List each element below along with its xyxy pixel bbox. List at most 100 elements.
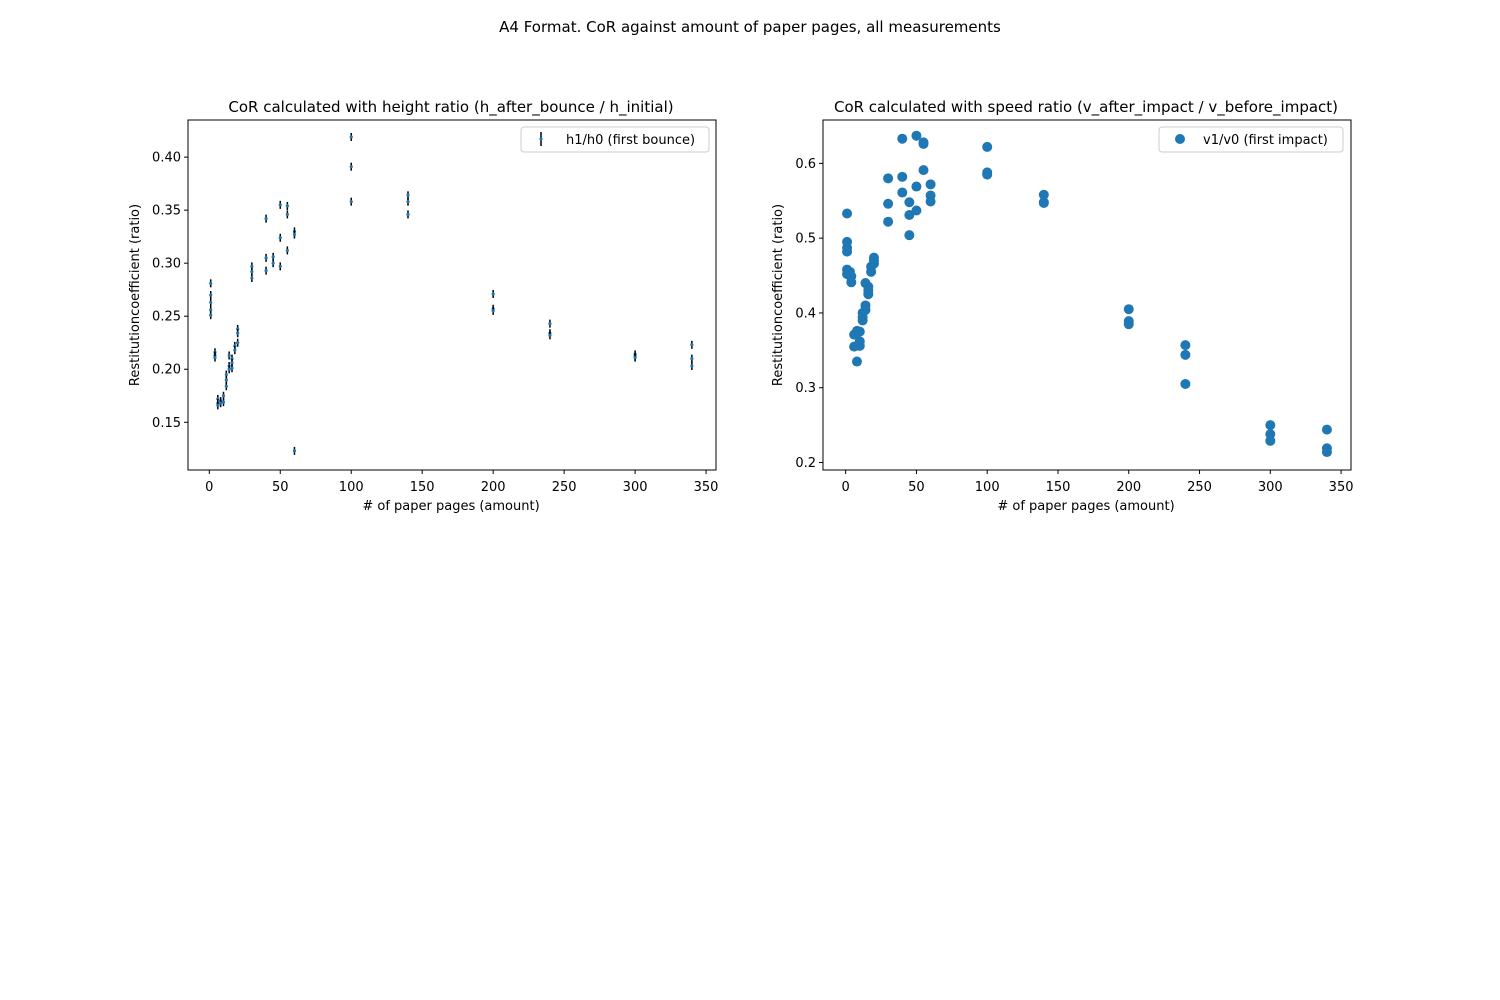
x-tick-label: 300 [1258,480,1283,495]
y-tick-label: 0.4 [795,306,816,321]
data-point [918,138,929,149]
y-tick-label: 0.25 [152,310,181,325]
x-tick-label: 100 [339,480,364,495]
data-point [491,292,495,296]
axis-ticks: 0 50 100 150 200 250 300 350 0.2 0.3 0.4 0.5 0.6 [795,157,1353,495]
data-point [250,276,254,280]
data-point [1180,349,1191,360]
data-point [250,264,254,268]
data-point [349,165,353,169]
data-point [911,181,922,192]
y-tick-label: 0.3 [795,381,816,396]
data-point [213,355,217,360]
plot-frame [187,119,717,471]
data-point [860,304,871,315]
chart-height-ratio: CoR calculated with height ratio (h_afte… [128,98,718,514]
data-point [250,270,254,274]
data-point [1038,189,1049,200]
data-point [842,246,853,257]
data-point [846,277,857,288]
data-point [285,248,289,253]
data-point [209,300,213,305]
y-tick-label: 0.6 [795,157,816,172]
data-point [1180,378,1191,389]
legend-point-marker [1175,134,1185,144]
data-point [883,198,894,209]
data-point [221,394,226,398]
data-point [209,308,213,312]
data-point [292,232,297,237]
data-point [224,378,228,382]
data-point [868,258,879,269]
data-point [548,322,552,326]
data-point [233,344,237,348]
data-point [863,289,874,300]
data-point [349,135,353,139]
data-point [264,256,268,260]
x-tick-label: 300 [623,480,648,495]
data-point [278,236,282,240]
data-point [236,341,240,345]
data-point [219,401,223,405]
data-points [209,132,694,455]
data-point [209,281,213,285]
data-point [842,208,853,219]
data-point [236,331,240,335]
data-point [292,449,297,453]
x-tick-label: 100 [975,480,1000,495]
data-point [918,165,929,176]
data-point [1265,420,1276,431]
data-point [224,372,228,377]
data-point [911,205,922,216]
x-tick-label: 50 [272,480,289,495]
chart-speed-ratio: CoR calculated with speed ratio (v_after… [771,98,1354,514]
data-point [236,327,240,331]
data-point [406,212,410,216]
data-point [406,200,410,204]
data-point [285,212,289,216]
legend: h1/h0 (first bounce) [520,126,710,153]
data-point [883,173,894,184]
y-tick-label: 0.20 [152,363,181,378]
legend-point-marker [539,137,543,141]
x-tick-label: 50 [908,480,925,495]
data-point [233,348,237,352]
data-point [1321,424,1332,435]
data-point [690,364,694,368]
data-point [982,141,993,152]
x-tick-label: 200 [1116,480,1141,495]
data-point [854,326,865,337]
data-point [278,264,282,268]
data-point [911,130,922,141]
x-tick-label: 150 [410,480,435,495]
data-point [690,343,694,347]
data-point [209,293,213,297]
data-point [897,133,908,144]
data-point [230,357,234,361]
data-point [221,400,226,404]
data-point [278,203,282,207]
axis-ticks: 0 50 100 150 200 250 300 350 0.15 0.20 0.25 0.30 0.3… [152,151,718,495]
y-tick-label: 0.15 [152,416,181,431]
data-point [1123,304,1134,315]
data-point [982,169,993,180]
data-point [406,193,410,197]
y-axis-label: Restitutioncoefficient (ratio) [128,204,143,386]
data-point [1038,198,1049,209]
data-point [904,197,915,208]
y-tick-label: 0.2 [795,456,816,471]
x-tick-label: 0 [842,480,850,495]
y-axis-label: Restitutioncoefficient (ratio) [771,204,786,386]
data-point [264,269,268,273]
x-axis-label: # of paper pages (amount) [997,499,1174,514]
data-point [548,333,552,337]
data-point [216,397,220,401]
x-tick-label: 350 [1329,480,1354,495]
data-point [491,309,495,313]
x-tick-label: 0 [205,480,213,495]
y-tick-label: 0.35 [152,204,181,219]
data-point [285,204,289,208]
legend-box [1158,126,1344,153]
data-point [897,171,908,182]
